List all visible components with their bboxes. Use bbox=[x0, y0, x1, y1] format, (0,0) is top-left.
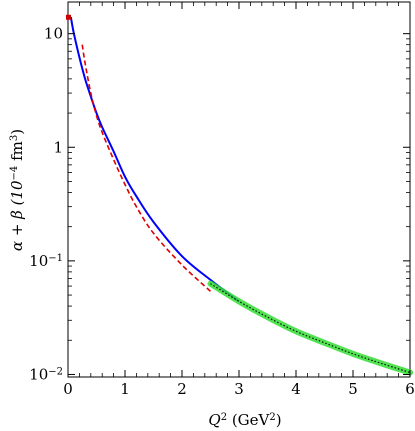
y-axis-title-close: ) bbox=[8, 129, 26, 135]
series-dotted-line bbox=[210, 283, 411, 374]
series-dashed-line bbox=[81, 44, 212, 292]
plot-frame bbox=[67, 1, 411, 378]
y-tick-label: 10−2 bbox=[29, 365, 63, 383]
plot-area bbox=[67, 1, 411, 378]
x-axis-title-close: ) bbox=[276, 411, 282, 429]
y-axis-title-mid: fm bbox=[8, 141, 26, 166]
x-tick-label: 1 bbox=[120, 380, 130, 398]
y-tick-label-base: 10 bbox=[29, 252, 48, 270]
y-tick-label-exponent: −1 bbox=[48, 252, 63, 263]
y-tick-label-exponent: −2 bbox=[48, 366, 63, 377]
x-tick-label: 5 bbox=[348, 380, 358, 398]
y-axis-title-sup2: 3 bbox=[9, 135, 20, 141]
data-point bbox=[66, 14, 71, 20]
x-axis-title-unit: (GeV bbox=[227, 411, 270, 429]
y-tick-label-base: 1 bbox=[53, 138, 63, 156]
y-tick-label-base: 10 bbox=[44, 25, 63, 43]
x-axis-title-unit-sup: 2 bbox=[269, 412, 275, 423]
x-tick-label: 0 bbox=[63, 380, 73, 398]
x-axis-title-var: Q bbox=[208, 411, 220, 429]
x-tick-label: 6 bbox=[405, 380, 415, 398]
y-tick-label: 10 bbox=[44, 25, 63, 43]
x-axis-title-sup: 2 bbox=[221, 412, 227, 423]
y-tick-label-base: 10 bbox=[29, 365, 48, 383]
y-axis-title: α + β (10−4 fm3) bbox=[8, 129, 26, 251]
y-axis-title-sup1: −4 bbox=[9, 166, 20, 181]
x-tick-label: 2 bbox=[177, 380, 187, 398]
x-axis-title: Q2 (GeV2) bbox=[208, 411, 281, 429]
chart-marks bbox=[66, 14, 413, 376]
series-band bbox=[207, 280, 413, 376]
x-tick-label: 3 bbox=[234, 380, 244, 398]
y-tick-label: 10−1 bbox=[29, 252, 63, 270]
y-axis-title-main: α + β (10 bbox=[8, 180, 26, 251]
series-solid-line bbox=[69, 16, 240, 303]
y-tick-label: 1 bbox=[53, 138, 63, 156]
x-tick-label: 4 bbox=[291, 380, 301, 398]
